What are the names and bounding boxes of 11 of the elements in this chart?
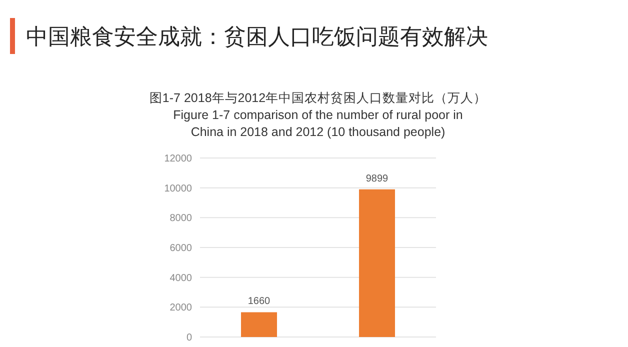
data-label: 9899 [366, 173, 389, 184]
chart-title: 中国粮食安全成就：贫困人口吃饭问题有效解决 [26, 24, 488, 49]
data-label: 1660 [248, 296, 271, 308]
y-tick-label: 4000 [170, 272, 192, 284]
y-tick-label: 10000 [164, 183, 192, 194]
y-tick-label: 8000 [170, 213, 192, 224]
y-tick-label: 0 [186, 332, 192, 344]
chart-subtitle: 图1-7 2018年与2012年中国农村贫困人口数量对比（万人） Figure 1-7 comparison of the number of rural poor in China in 2018 and 2012 (10 thousand people) [149, 91, 487, 139]
y-tick-label: 12000 [164, 154, 192, 164]
y-tick-label: 6000 [170, 243, 192, 254]
y-tick-label: 2000 [170, 302, 192, 314]
